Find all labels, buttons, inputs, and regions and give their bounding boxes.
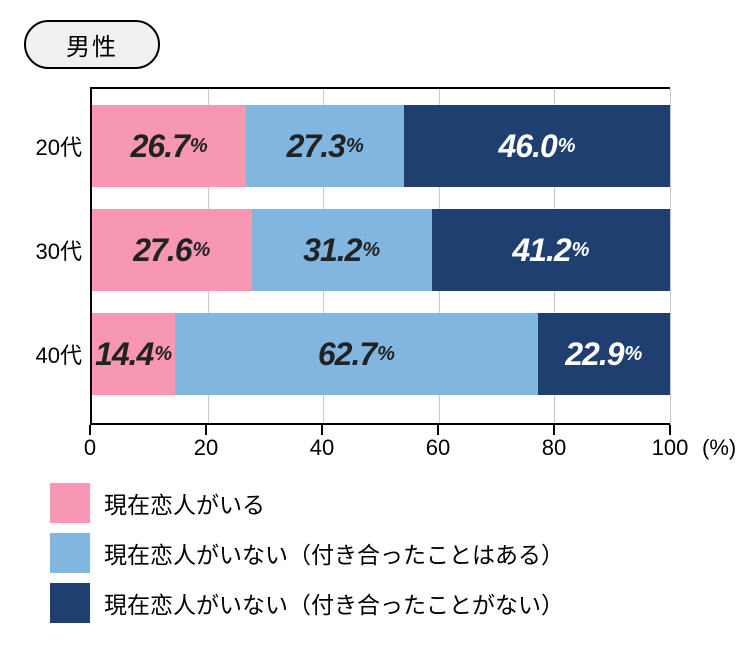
- segment-value: 27.6: [133, 232, 191, 269]
- legend-item: 現在恋人がいる: [50, 483, 730, 523]
- bar-segment: 41.2%: [432, 209, 670, 291]
- axis-tick: [437, 425, 439, 435]
- segment-value: 22.9: [565, 336, 623, 373]
- axis-tick: [89, 425, 91, 435]
- axis-tick: [553, 425, 555, 435]
- bar-segment: 27.3%: [246, 105, 404, 187]
- axis-tick-label: 100: [652, 435, 689, 461]
- percent-sign: %: [190, 135, 208, 158]
- bar-row: 20代26.7%27.3%46.0%: [92, 105, 670, 187]
- segment-value: 14.4: [95, 336, 153, 373]
- x-axis: 020406080100(%): [90, 423, 670, 459]
- axis-tick-label: 80: [542, 435, 566, 461]
- percent-sign: %: [572, 239, 590, 262]
- bar-segment: 26.7%: [92, 105, 246, 187]
- chart: 20代26.7%27.3%46.0%30代27.6%31.2%41.2%40代1…: [90, 87, 670, 459]
- axis-tick: [321, 425, 323, 435]
- bars-container: 20代26.7%27.3%46.0%30代27.6%31.2%41.2%40代1…: [92, 89, 670, 425]
- legend-label: 現在恋人がいる: [104, 486, 265, 520]
- plot-area: 20代26.7%27.3%46.0%30代27.6%31.2%41.2%40代1…: [90, 87, 670, 425]
- bar-segment: 27.6%: [92, 209, 252, 291]
- row-label: 30代: [22, 234, 82, 266]
- chart-title-pill: 男性: [24, 20, 160, 69]
- percent-sign: %: [625, 343, 643, 366]
- legend-swatch: [50, 483, 90, 523]
- axis-unit-label: (%): [702, 435, 736, 461]
- segment-value: 27.3: [287, 128, 345, 165]
- axis-tick-label: 0: [84, 435, 96, 461]
- bar-segment: 46.0%: [404, 105, 670, 187]
- segment-value: 46.0: [498, 128, 556, 165]
- row-label: 20代: [22, 130, 82, 162]
- legend-swatch: [50, 583, 90, 623]
- percent-sign: %: [193, 239, 211, 262]
- row-label: 40代: [22, 338, 82, 370]
- percent-sign: %: [377, 343, 395, 366]
- axis-tick: [669, 425, 671, 435]
- axis-tick: [205, 425, 207, 435]
- legend-label: 現在恋人がいない（付き合ったことがない）: [104, 586, 564, 620]
- bar-row: 30代27.6%31.2%41.2%: [92, 209, 670, 291]
- segment-value: 41.2: [512, 232, 570, 269]
- percent-sign: %: [154, 343, 172, 366]
- grid-line: [670, 89, 671, 425]
- bar-segment: 62.7%: [175, 313, 537, 395]
- segment-value: 31.2: [303, 232, 361, 269]
- segment-value: 26.7: [131, 128, 189, 165]
- percent-sign: %: [346, 135, 364, 158]
- segment-value: 62.7: [318, 336, 376, 373]
- legend-item: 現在恋人がいない（付き合ったことはある）: [50, 533, 730, 573]
- bar-segment: 14.4%: [92, 313, 175, 395]
- bar-segment: 22.9%: [538, 313, 670, 395]
- bar-row: 40代14.4%62.7%22.9%: [92, 313, 670, 395]
- axis-tick-label: 40: [310, 435, 334, 461]
- legend-swatch: [50, 533, 90, 573]
- percent-sign: %: [558, 135, 576, 158]
- legend: 現在恋人がいる現在恋人がいない（付き合ったことはある） 現在恋人がいない（付き合っ…: [50, 483, 730, 623]
- legend-label: 現在恋人がいない（付き合ったことはある）: [104, 536, 564, 570]
- bar-segment: 31.2%: [252, 209, 432, 291]
- axis-tick-label: 60: [426, 435, 450, 461]
- chart-title: 男性: [66, 34, 118, 61]
- legend-item: 現在恋人がいない（付き合ったことがない）: [50, 583, 730, 623]
- percent-sign: %: [362, 239, 380, 262]
- axis-tick-label: 20: [194, 435, 218, 461]
